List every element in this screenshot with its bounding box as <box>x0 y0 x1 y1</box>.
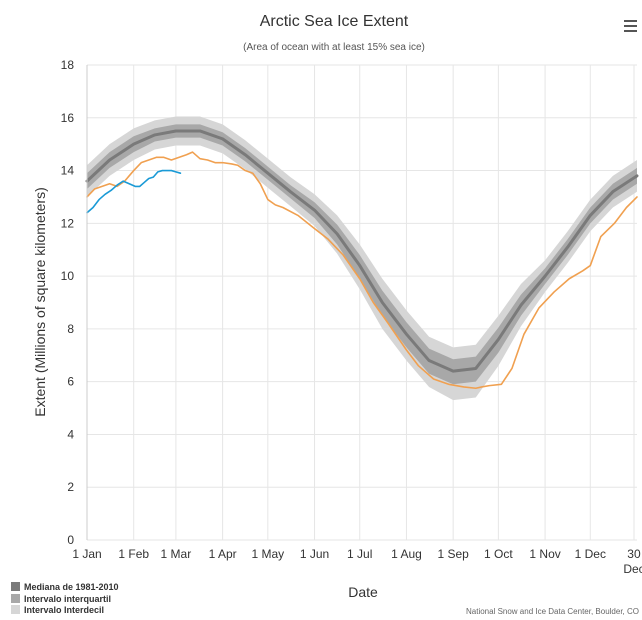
legend-item-interdecile[interactable]: Intervalo Interdecil <box>11 605 104 615</box>
y-tick-label: 10 <box>61 269 75 283</box>
y-tick-label: 12 <box>61 216 75 230</box>
x-tick-label: 1 Sep <box>437 547 469 561</box>
y-tick-label: 16 <box>61 111 75 125</box>
y-tick-label: 8 <box>67 322 74 336</box>
x-tick-label: 1 Aug <box>391 547 422 561</box>
x-tick-label: 1 Oct <box>484 547 513 561</box>
band-layer <box>87 116 637 401</box>
x-tick-label: Dec <box>623 562 642 576</box>
legend-item-median[interactable]: Mediana de 1981-2010 <box>11 582 119 592</box>
legend-label-median: Mediana de 1981-2010 <box>24 582 119 592</box>
y-tick-label: 14 <box>61 164 75 178</box>
x-tick-label: 1 Jan <box>72 547 101 561</box>
x-tick-label: 1 May <box>251 547 284 561</box>
x-tick-label: 1 Jul <box>347 547 372 561</box>
line-layer <box>85 129 639 390</box>
legend-swatch-interquartile <box>11 594 20 603</box>
legend-item-interquartile[interactable]: Intervalo interquartil <box>11 594 111 604</box>
legend: Mediana de 1981-2010 Intervalo interquar… <box>11 582 119 615</box>
credit-text[interactable]: National Snow and Ice Data Center, Bould… <box>466 607 639 616</box>
y-tick-label: 4 <box>67 427 74 441</box>
y-tick-label: 0 <box>67 533 74 547</box>
y-tick-label: 2 <box>67 480 74 494</box>
legend-swatch-median <box>11 582 20 591</box>
legend-label-interdecile: Intervalo Interdecil <box>24 605 104 615</box>
x-tick-label: 1 Dec <box>575 547 606 561</box>
x-tick-label: 1 Nov <box>529 547 560 561</box>
chart-subtitle: (Area of ocean with at least 15% sea ice… <box>243 42 425 53</box>
x-tick-label: 1 Feb <box>118 547 149 561</box>
x-axis-title: Date <box>348 584 378 600</box>
y-tick-label: 18 <box>61 58 75 72</box>
legend-swatch-interdecile <box>11 605 20 614</box>
axis-layer: 0 2 4 6 8 10 12 14 16 18 1 Jan 1 Feb 1 Mar 1 Apr 1 May… <box>61 58 642 576</box>
x-tick-label: 30 <box>627 547 641 561</box>
chart-title: Arctic Sea Ice Extent <box>260 13 409 30</box>
series-line-2025 <box>86 169 182 214</box>
legend-label-interquartile: Intervalo interquartil <box>24 594 111 604</box>
median-line <box>85 129 639 373</box>
series-line-2012 <box>86 151 638 390</box>
x-tick-label: 1 Mar <box>161 547 192 561</box>
hamburger-menu-icon[interactable] <box>624 17 638 37</box>
x-tick-label: 1 Apr <box>209 547 237 561</box>
y-tick-label: 6 <box>67 375 74 389</box>
x-tick-label: 1 Jun <box>300 547 329 561</box>
y-axis-title: Extent (Millions of square kilometers) <box>32 187 48 417</box>
